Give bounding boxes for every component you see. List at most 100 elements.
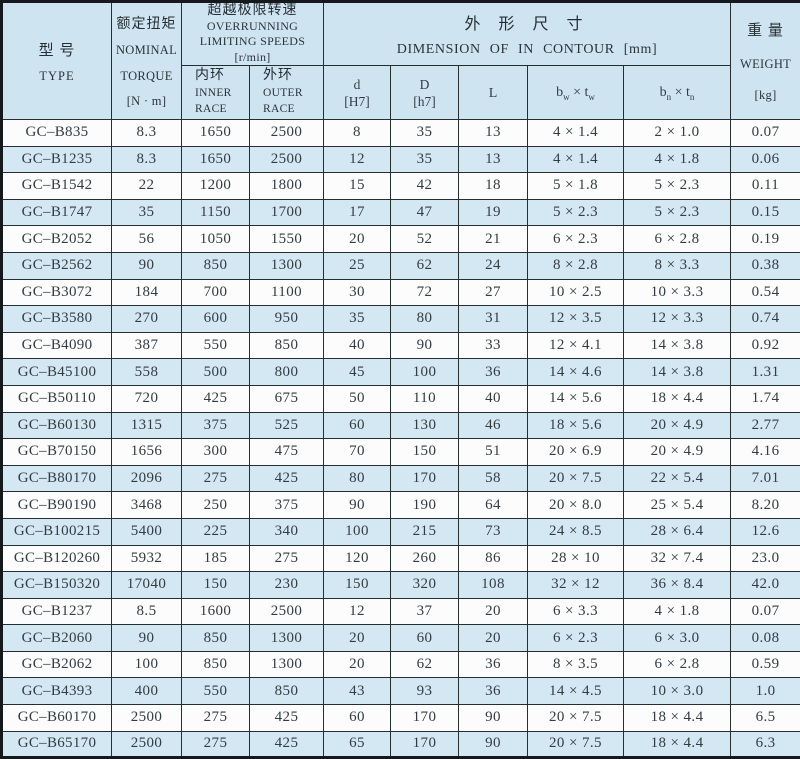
cell-type: GC–B2060 <box>2 625 112 652</box>
cell-weight: 0.54 <box>731 279 800 306</box>
cell-outer-race-speed: 850 <box>250 332 324 359</box>
cell-D: 42 <box>391 173 459 200</box>
cell-d: 70 <box>324 439 391 466</box>
D-header-symbol: D <box>391 76 458 93</box>
type-header-zh: 型 号 <box>3 39 111 60</box>
dimension-header-en: DIMENSION OF IN CONTOUR [mm] <box>324 42 730 58</box>
torque-header-zh: 额定扭矩 <box>112 13 181 33</box>
cell-L: 64 <box>459 492 528 519</box>
cell-D: 260 <box>391 545 459 572</box>
cell-type: GC–B1747 <box>2 199 112 226</box>
cell-inner-race-speed: 850 <box>182 625 250 652</box>
cell-bn-tn: 28 × 6.4 <box>624 518 731 545</box>
cell-L: 20 <box>459 598 528 625</box>
cell-outer-race-speed: 1700 <box>250 199 324 226</box>
cell-nominal-torque: 100 <box>112 651 182 678</box>
cell-type: GC–B80170 <box>2 465 112 492</box>
weight-header-unit: [kg] <box>731 88 800 103</box>
table-row: GC–B50110 720 425 675 50 110 40 14 × 5.6… <box>2 385 800 412</box>
cell-outer-race-speed: 375 <box>250 492 324 519</box>
cell-d: 80 <box>324 465 391 492</box>
cell-weight: 0.06 <box>731 146 800 173</box>
cell-weight: 0.92 <box>731 332 800 359</box>
cell-nominal-torque: 3468 <box>112 492 182 519</box>
cell-nominal-torque: 5400 <box>112 518 182 545</box>
cell-d: 90 <box>324 492 391 519</box>
cell-d: 15 <box>324 173 391 200</box>
cell-d: 65 <box>324 731 391 758</box>
cell-inner-race-speed: 250 <box>182 492 250 519</box>
col-header-dimension: 外 形 尺 寸 DIMENSION OF IN CONTOUR [mm] <box>324 2 731 66</box>
inner-race-zh: 内环 <box>195 69 225 83</box>
cell-weight: 0.74 <box>731 306 800 333</box>
col-header-speeds: 超越极限转速 OVERRUNNING LIMITING SPEEDS [r/mi… <box>182 2 324 66</box>
cell-bw-tw: 5 × 1.8 <box>528 173 624 200</box>
cell-outer-race-speed: 1800 <box>250 173 324 200</box>
cell-L: 51 <box>459 439 528 466</box>
cell-type: GC–B1542 <box>2 173 112 200</box>
cell-type: GC–B45100 <box>2 359 112 386</box>
cell-bw-tw: 20 × 6.9 <box>528 439 624 466</box>
table-row: GC–B90190 3468 250 375 90 190 64 20 × 8.… <box>2 492 800 519</box>
table-row: GC–B2052 56 1050 1550 20 52 21 6 × 2.3 6… <box>2 226 800 253</box>
cell-weight: 2.77 <box>731 412 800 439</box>
cell-nominal-torque: 720 <box>112 385 182 412</box>
cell-nominal-torque: 184 <box>112 279 182 306</box>
col-header-type: 型 号 TYPE <box>2 2 112 120</box>
cell-inner-race-speed: 185 <box>182 545 250 572</box>
cell-bw-tw: 20 × 8.0 <box>528 492 624 519</box>
cell-weight: 0.11 <box>731 173 800 200</box>
cell-inner-race-speed: 1050 <box>182 226 250 253</box>
cell-nominal-torque: 270 <box>112 306 182 333</box>
cell-bw-tw: 18 × 5.6 <box>528 412 624 439</box>
torque-header-en1: NOMINAL <box>112 43 181 58</box>
cell-outer-race-speed: 675 <box>250 385 324 412</box>
cell-weight: 8.20 <box>731 492 800 519</box>
cell-nominal-torque: 35 <box>112 199 182 226</box>
cell-bw-tw: 14 × 4.6 <box>528 359 624 386</box>
cell-type: GC–B1235 <box>2 146 112 173</box>
cell-inner-race-speed: 375 <box>182 412 250 439</box>
cell-outer-race-speed: 230 <box>250 572 324 599</box>
cell-L: 18 <box>459 173 528 200</box>
cell-inner-race-speed: 1650 <box>182 120 250 147</box>
cell-bw-tw: 4 × 1.4 <box>528 120 624 147</box>
table-row: GC–B2062 100 850 1300 20 62 36 8 × 3.5 6… <box>2 651 800 678</box>
cell-outer-race-speed: 1100 <box>250 279 324 306</box>
cell-weight: 0.38 <box>731 252 800 279</box>
cell-weight: 0.07 <box>731 120 800 147</box>
cell-outer-race-speed: 425 <box>250 705 324 732</box>
cell-d: 100 <box>324 518 391 545</box>
cell-L: 19 <box>459 199 528 226</box>
cell-inner-race-speed: 1650 <box>182 146 250 173</box>
cell-L: 86 <box>459 545 528 572</box>
table-row: GC–B120260 5932 185 275 120 260 86 28 × … <box>2 545 800 572</box>
inner-race-en2: RACE <box>195 102 227 116</box>
cell-D: 52 <box>391 226 459 253</box>
cell-bn-tn: 10 × 3.0 <box>624 678 731 705</box>
cell-outer-race-speed: 275 <box>250 545 324 572</box>
cell-type: GC–B4090 <box>2 332 112 359</box>
table-row: GC–B3580 270 600 950 35 80 31 12 × 3.5 1… <box>2 306 800 333</box>
cell-D: 170 <box>391 731 459 758</box>
col-header-torque: 额定扭矩 NOMINAL TORQUE [N · m] <box>112 2 182 120</box>
cell-D: 100 <box>391 359 459 386</box>
table-row: GC–B150320 17040 150 230 150 320 108 32 … <box>2 572 800 599</box>
cell-inner-race-speed: 425 <box>182 385 250 412</box>
col-header-inner-race: 内环 INNER RACE <box>182 66 250 120</box>
cell-D: 110 <box>391 385 459 412</box>
cell-bw-tw: 6 × 3.3 <box>528 598 624 625</box>
cell-inner-race-speed: 700 <box>182 279 250 306</box>
cell-nominal-torque: 8.3 <box>112 120 182 147</box>
cell-bn-tn: 6 × 3.0 <box>624 625 731 652</box>
cell-nominal-torque: 8.5 <box>112 598 182 625</box>
cell-bn-tn: 20 × 4.9 <box>624 439 731 466</box>
cell-type: GC–B60170 <box>2 705 112 732</box>
cell-L: 36 <box>459 651 528 678</box>
cell-inner-race-speed: 1150 <box>182 199 250 226</box>
cell-D: 170 <box>391 465 459 492</box>
cell-nominal-torque: 90 <box>112 625 182 652</box>
cell-D: 47 <box>391 199 459 226</box>
cell-outer-race-speed: 475 <box>250 439 324 466</box>
